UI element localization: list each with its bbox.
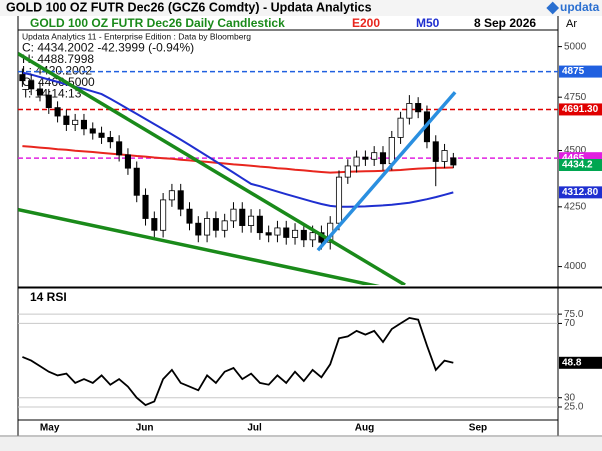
- candle-body: [335, 176, 343, 224]
- value-box-label: 4434.2: [562, 160, 593, 171]
- candle-body: [186, 208, 193, 224]
- candle-body: [142, 194, 149, 219]
- candle-body: [160, 199, 167, 231]
- candle-body: [415, 103, 422, 113]
- candle-body: [195, 222, 202, 236]
- x-tick-label: Jun: [136, 423, 154, 434]
- candle-body: [441, 150, 448, 162]
- candle-body: [54, 107, 61, 117]
- candle-body: [300, 229, 307, 241]
- candle-body: [239, 208, 246, 226]
- candle-body: [388, 137, 395, 165]
- trend-line: [18, 207, 380, 285]
- candle-body: [107, 137, 114, 143]
- info-text: Updata Analytics 11 - Enterprise Edition…: [22, 31, 251, 41]
- y-tick-label: 4250: [564, 201, 587, 212]
- chart-date: 8 Sep 2026: [474, 16, 536, 30]
- candle-body: [133, 167, 140, 196]
- candle-body: [230, 208, 237, 222]
- window-title: GOLD 100 OZ FUTR Dec26 (GCZ6 Comdty) - U…: [6, 0, 372, 14]
- candle-body: [379, 152, 387, 165]
- moving-average: [22, 71, 454, 208]
- status-bar: [0, 437, 602, 451]
- y-tick-label: 25.0: [564, 402, 584, 413]
- rsi-line: [22, 316, 454, 407]
- candle-body: [371, 152, 378, 160]
- value-box: [559, 159, 602, 172]
- value-box: [559, 103, 602, 116]
- axis-corner-label: Ar: [566, 18, 577, 30]
- candle-body: [45, 94, 52, 109]
- x-tick-label: May: [40, 423, 60, 434]
- candle-body: [309, 232, 316, 241]
- candle-body: [72, 119, 79, 125]
- candle-body: [124, 154, 131, 169]
- y-tick-label: 4750: [564, 92, 587, 103]
- candle-body: [28, 80, 35, 90]
- y-tick-label: 70: [564, 318, 576, 329]
- value-box: [559, 186, 602, 199]
- candle-body: [265, 232, 272, 236]
- info-text: T: 14:14:13: [22, 87, 82, 101]
- chart-header: [18, 16, 558, 30]
- legend-entry: E200: [352, 16, 380, 30]
- candle-body: [450, 157, 457, 166]
- candle-body: [248, 215, 255, 226]
- info-text: H: 4488.7998: [22, 52, 94, 66]
- moving-average: [22, 145, 454, 174]
- chart-title: GOLD 100 OZ FUTR Dec26 Daily Candlestick: [30, 16, 285, 30]
- value-box-label: 4875: [562, 66, 585, 77]
- value-box-label: 48.8: [562, 357, 582, 368]
- y-tick-label: 75.0: [564, 309, 584, 320]
- candle-body: [89, 128, 96, 134]
- y-tick-label: 30: [564, 392, 576, 403]
- candle-body: [80, 119, 87, 130]
- candle-body: [397, 117, 404, 138]
- info-text: C: 4434.2002 -42.3999 (-0.94%): [22, 41, 194, 55]
- y-tick-label: 5000: [564, 41, 587, 52]
- candle-body: [291, 229, 299, 238]
- title-bar: [0, 0, 602, 16]
- candle-body: [274, 227, 281, 236]
- candle-body: [36, 88, 44, 96]
- candle-body: [212, 218, 219, 231]
- candle-body: [432, 141, 439, 162]
- candle-body: [19, 74, 26, 82]
- x-tick-label: Aug: [355, 423, 374, 434]
- candle-body: [353, 156, 360, 167]
- value-box-label: 4312.80: [562, 187, 599, 198]
- candle-body: [406, 103, 413, 119]
- x-tick-label: Jul: [247, 423, 262, 434]
- legend-entry: M50: [416, 16, 440, 30]
- y-tick-label: 4000: [564, 261, 587, 272]
- y-tick-label: 4500: [564, 145, 587, 156]
- candle-body: [177, 190, 184, 210]
- candle-body: [221, 220, 228, 231]
- candle-body: [362, 156, 369, 160]
- candle-body: [63, 115, 70, 125]
- value-box: [559, 356, 602, 369]
- candle-body: [344, 165, 351, 178]
- candle-body: [168, 190, 175, 201]
- value-box: [559, 65, 602, 78]
- candle-body: [98, 132, 105, 138]
- candle-body: [283, 227, 290, 238]
- candle-body: [204, 218, 211, 236]
- trend-line: [316, 91, 457, 252]
- candle-body: [151, 218, 158, 231]
- logo: updata: [560, 0, 600, 14]
- value-box-label: 4465: [562, 153, 585, 164]
- candle-body: [256, 215, 263, 234]
- panel-title: 14 RSI: [30, 290, 67, 304]
- x-tick-label: Sep: [469, 423, 487, 434]
- trend-line: [18, 52, 406, 285]
- candle-body: [116, 141, 123, 156]
- value-box-label: 4691.30: [562, 104, 599, 115]
